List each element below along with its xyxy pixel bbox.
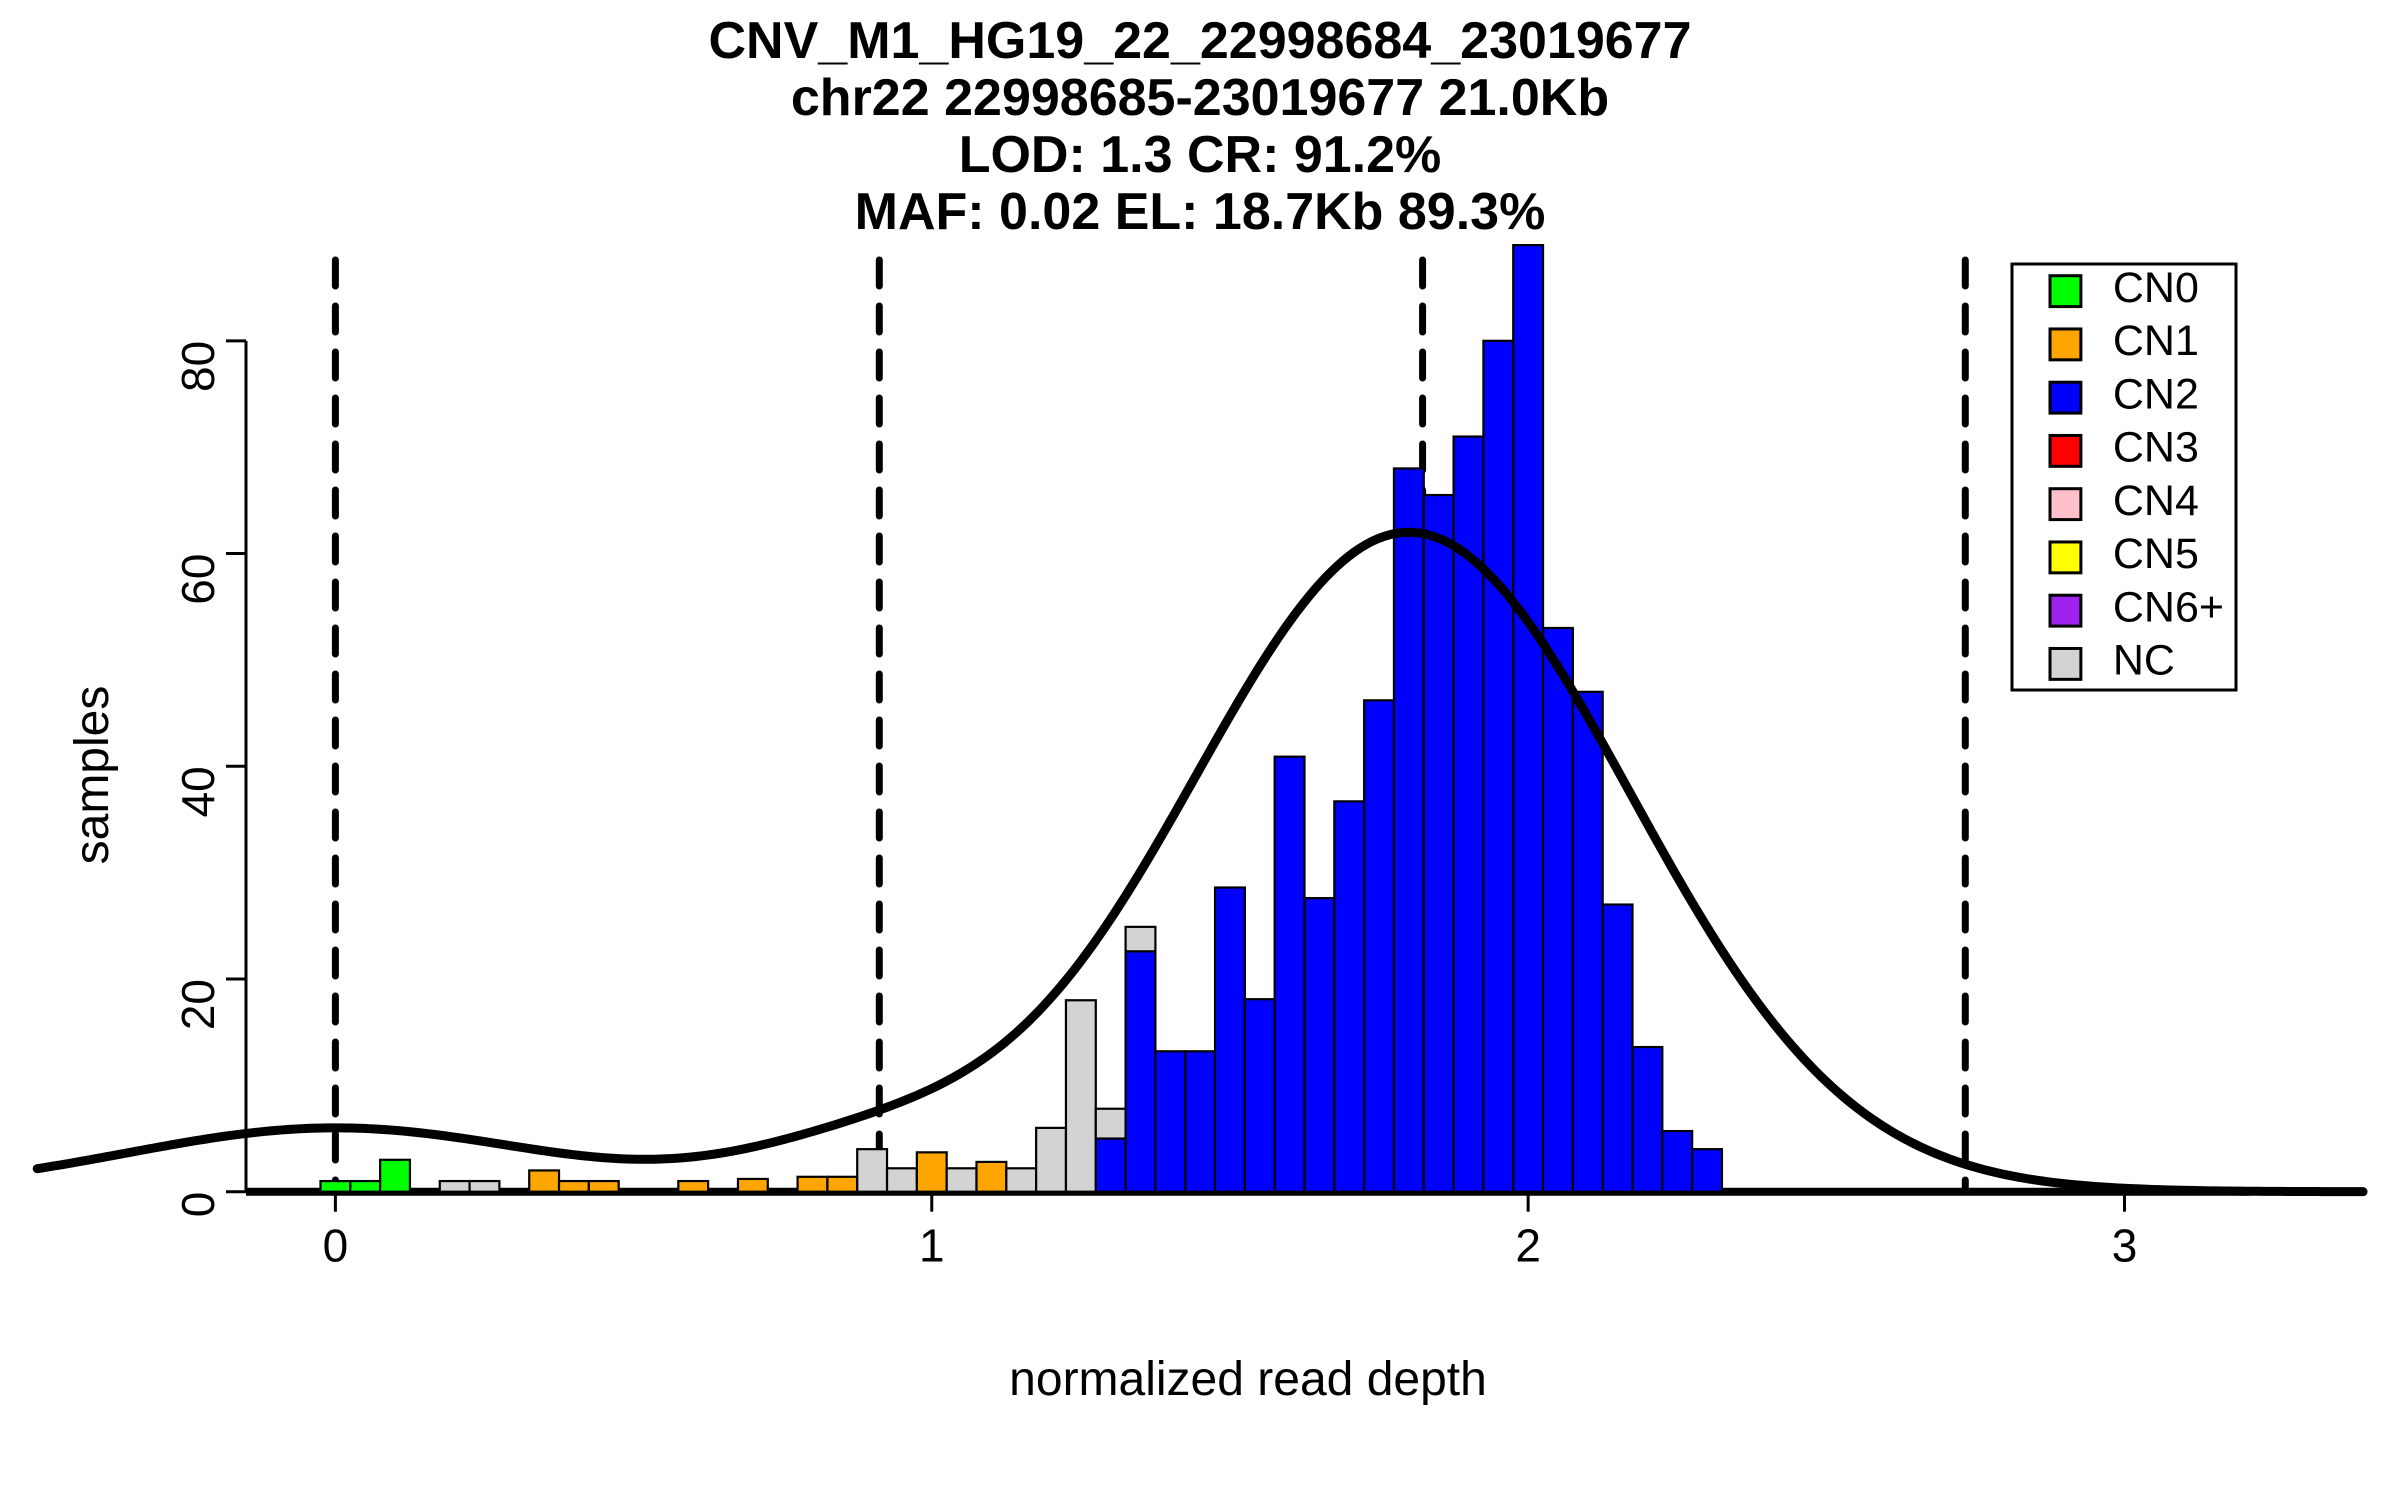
svg-text:CN5: CN5 — [2113, 530, 2199, 578]
svg-text:CN3: CN3 — [2113, 424, 2199, 472]
svg-text:0: 0 — [172, 1192, 224, 1218]
svg-text:MAF: 0.02 EL: 18.7Kb 89.3%: MAF: 0.02 EL: 18.7Kb 89.3% — [855, 183, 1546, 241]
svg-text:2: 2 — [1515, 1220, 1541, 1272]
svg-text:1: 1 — [919, 1220, 945, 1272]
svg-text:3: 3 — [2112, 1220, 2138, 1272]
svg-text:20: 20 — [172, 979, 224, 1030]
svg-text:normalized read depth: normalized read depth — [1009, 1353, 1487, 1406]
svg-text:CN2: CN2 — [2113, 370, 2199, 418]
svg-text:60: 60 — [172, 554, 224, 605]
svg-text:CNV_M1_HG19_22_22998684_230196: CNV_M1_HG19_22_22998684_23019677 — [708, 12, 1691, 70]
svg-text:samples: samples — [66, 686, 119, 865]
svg-text:0: 0 — [323, 1220, 349, 1272]
svg-text:CN6+: CN6+ — [2113, 583, 2224, 631]
svg-text:NC: NC — [2113, 637, 2175, 685]
svg-text:CN4: CN4 — [2113, 477, 2199, 525]
svg-text:40: 40 — [172, 766, 224, 817]
svg-text:80: 80 — [172, 341, 224, 392]
svg-text:chr22 22998685-23019677 21.0Kb: chr22 22998685-23019677 21.0Kb — [791, 69, 1609, 127]
svg-text:LOD: 1.3 CR: 91.2%: LOD: 1.3 CR: 91.2% — [959, 126, 1442, 184]
svg-text:CN0: CN0 — [2113, 264, 2199, 312]
svg-text:CN1: CN1 — [2113, 317, 2199, 365]
